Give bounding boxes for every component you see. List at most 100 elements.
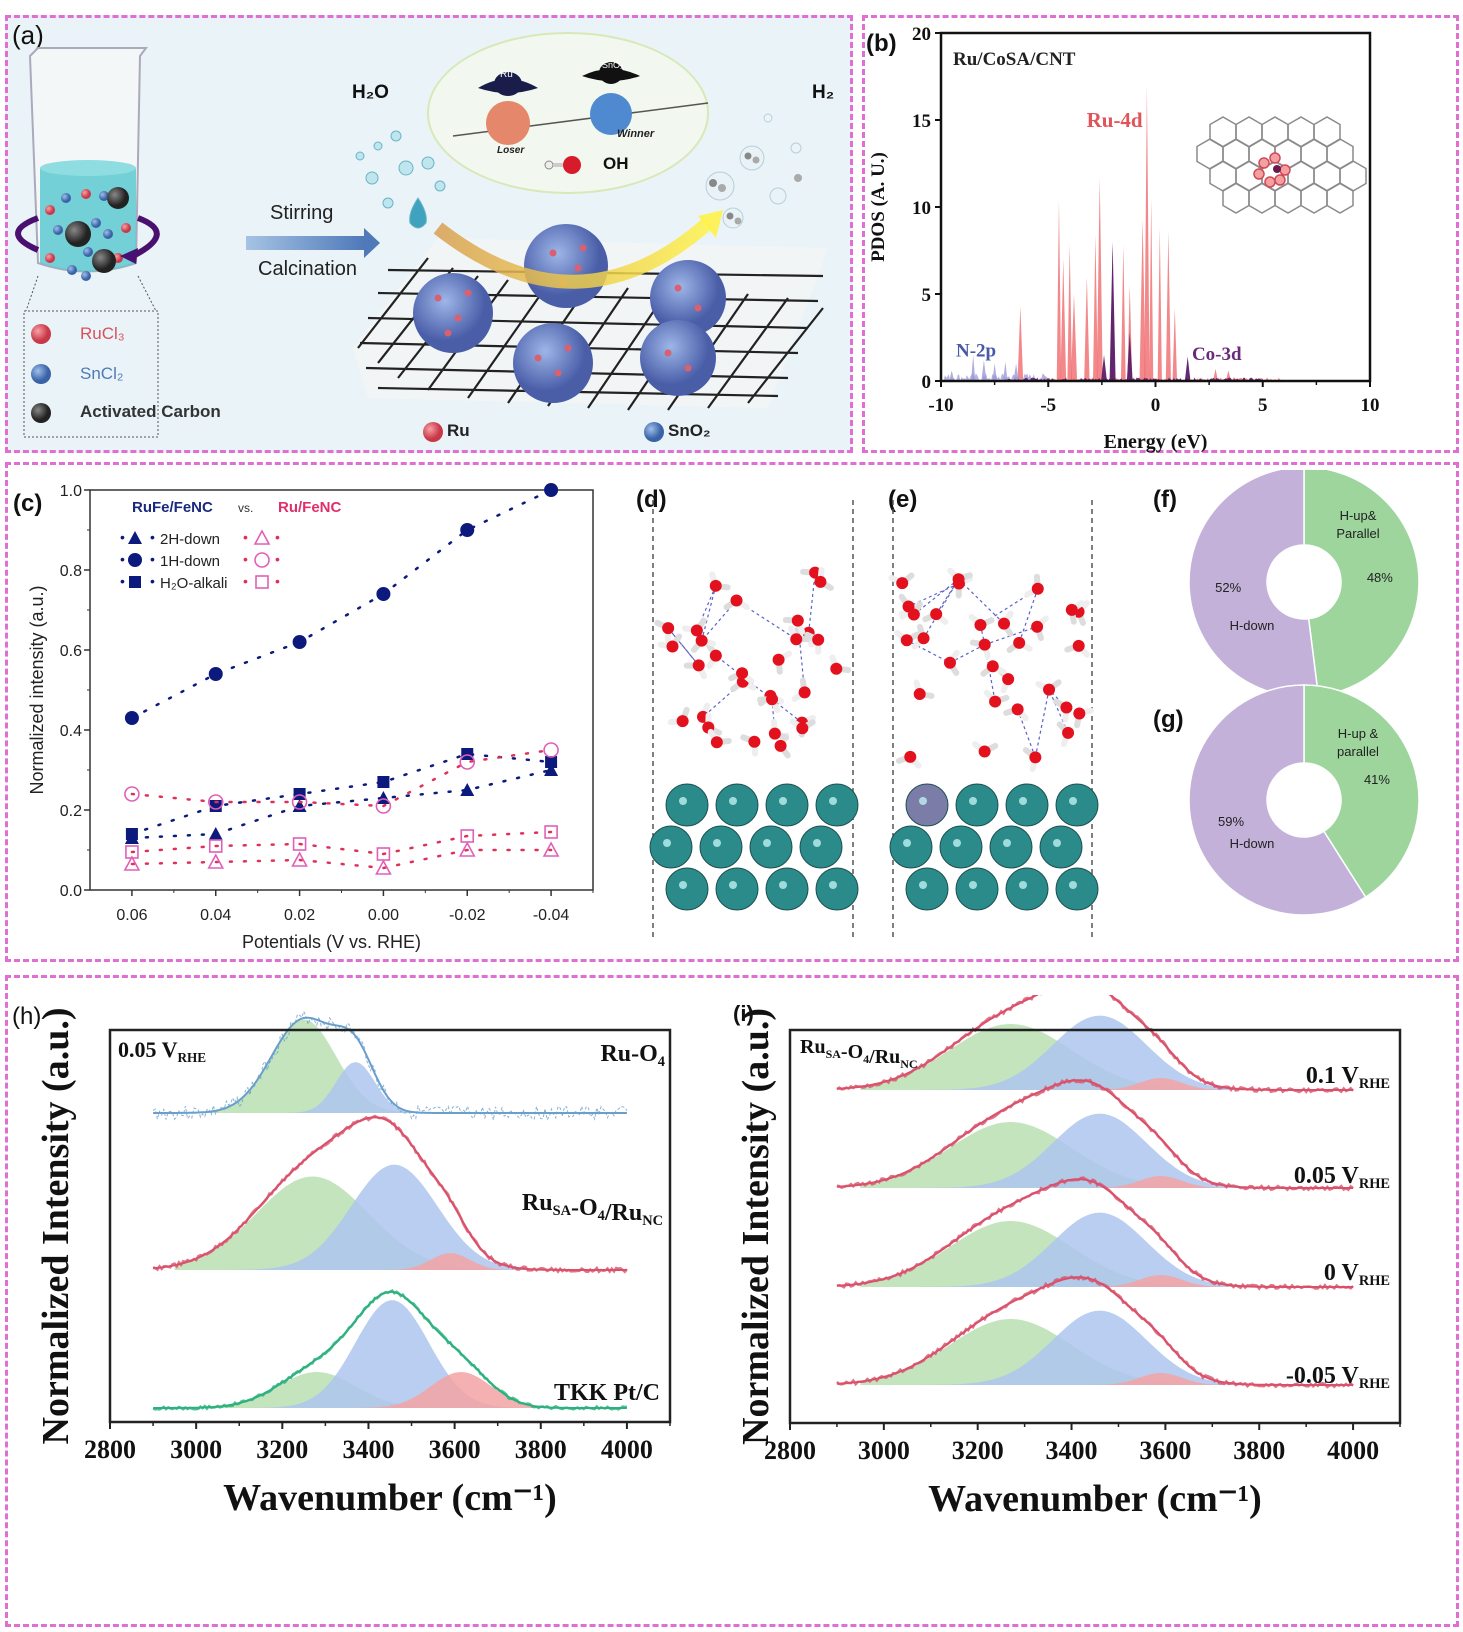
pdos-peak <box>1120 245 1126 381</box>
h-bond <box>1017 709 1036 758</box>
loser-label: Loser <box>497 145 525 156</box>
calcination-label: Calcination <box>258 258 357 280</box>
chart-title: Ru/CoSA/CNT <box>953 49 1076 70</box>
o-atom <box>930 608 943 621</box>
atom-highlight <box>1003 839 1011 847</box>
surface-atom <box>799 825 843 869</box>
carbon-ring <box>1196 138 1224 170</box>
intensity-scatter-chart: 0.0 0.2 0.4 0.6 0.8 1.0 0.06 0.04 0.02 0.00 -0.02 -… <box>27 483 594 952</box>
plot-frame <box>89 489 594 891</box>
o-atom <box>896 577 909 590</box>
data-point <box>545 756 558 768</box>
x-tick-label: 3200 <box>256 1435 308 1464</box>
sno2-legend-icon <box>644 422 664 442</box>
plot-frame <box>939 31 1372 383</box>
o-atom <box>709 649 722 662</box>
surface-atom <box>699 825 743 869</box>
ru-sno2-nanoparticles <box>413 224 726 403</box>
pdos-series-ru-4d <box>1016 85 1285 381</box>
o-atom <box>768 727 781 740</box>
carbon-ring <box>1300 138 1328 170</box>
surface-atom <box>1055 867 1099 911</box>
pdos-peak <box>981 360 987 381</box>
o-atom <box>709 579 722 592</box>
data-point <box>544 483 559 497</box>
o-atom <box>913 688 926 701</box>
schematic-a <box>15 32 828 442</box>
x-tick-label: 0.06 <box>116 907 147 924</box>
panel-label-e: (e) <box>888 486 918 513</box>
series-line <box>130 752 553 836</box>
o-atom <box>1031 620 1044 633</box>
o-atom <box>690 624 703 637</box>
x-tick-label: 3000 <box>858 1436 910 1465</box>
legend-marker-open <box>253 529 271 545</box>
o-atom <box>1062 726 1075 739</box>
atom-highlight <box>679 797 687 805</box>
legend-dot: • <box>275 573 280 589</box>
ru-atom <box>1274 174 1286 186</box>
surface-atom <box>989 825 1033 869</box>
series-line <box>130 748 553 808</box>
o-atom <box>666 640 679 653</box>
winner-label: Winner <box>617 128 655 140</box>
data-point <box>376 587 391 601</box>
data-point <box>460 523 475 537</box>
data-point <box>291 851 308 867</box>
text-part: /Ru <box>604 1200 642 1226</box>
o-atom <box>943 656 956 669</box>
pdos-peak <box>1109 241 1116 381</box>
x-axis-label: Wavenumber (cm⁻¹) <box>223 1477 557 1519</box>
x-tick-label: -0.02 <box>449 907 486 924</box>
o-atom <box>978 745 991 758</box>
panel-label-i: (i) <box>733 1001 754 1026</box>
spectrum-0 <box>152 1009 628 1122</box>
atom-highlight <box>1069 881 1077 889</box>
carbon-ring <box>1222 182 1250 214</box>
carbon-ring <box>1287 116 1315 148</box>
ru-character-icon <box>478 72 538 145</box>
fit-component-mid <box>860 1113 1260 1188</box>
o-atom <box>766 693 779 706</box>
data-point <box>458 841 476 857</box>
data-point <box>208 827 223 840</box>
text-part: Ru <box>800 1036 826 1058</box>
panel-label-c: (c) <box>13 490 43 517</box>
surface-atom <box>889 825 933 869</box>
o-atom <box>1031 582 1044 595</box>
legend-dot: • <box>275 551 280 567</box>
spectrum-2 <box>836 1176 1354 1291</box>
legend-header-left: RuFe/FeNC <box>132 499 213 516</box>
ru-atom <box>1279 164 1291 176</box>
legend-label: H₂O-alkali <box>160 575 228 592</box>
oh-molecule-icon <box>544 156 581 174</box>
pdos-peak <box>1060 259 1067 381</box>
y-tick-label: 0.0 <box>60 883 82 900</box>
data-point <box>291 794 308 810</box>
subscript: RHE <box>178 1050 207 1065</box>
pdos-peak <box>1149 198 1154 381</box>
o-atom <box>989 695 1002 708</box>
o-atom <box>1065 603 1078 616</box>
donut-charts: 48% 52% H-up&Parallel H-down 41% 59% H-up & par… <box>1188 470 1420 916</box>
data-point <box>292 635 307 649</box>
x-tick-label: -0.04 <box>533 907 570 924</box>
y-tick-label: 0 <box>922 372 932 393</box>
pdos-peak <box>1096 177 1103 381</box>
o-atom <box>814 575 827 588</box>
legend-dot: • <box>243 573 248 589</box>
o-atom <box>790 633 803 646</box>
o-atom <box>1043 683 1056 696</box>
x-tick-label: 2800 <box>764 1436 816 1465</box>
data-point <box>125 828 138 840</box>
surface-atom <box>1039 825 1083 869</box>
series-label: 0 VRHE <box>1324 1260 1390 1289</box>
process-arrow-icon <box>246 228 380 258</box>
o-atom <box>692 659 705 672</box>
stirring-label: Stirring <box>270 202 334 224</box>
fit-envelope <box>153 1016 627 1114</box>
spectrum-1 <box>152 1114 628 1274</box>
legend-header-right: Ru/FeNC <box>278 499 342 516</box>
series-label-rusa: RuSA-O4/RuNC <box>522 1190 663 1229</box>
data-point <box>208 667 223 681</box>
